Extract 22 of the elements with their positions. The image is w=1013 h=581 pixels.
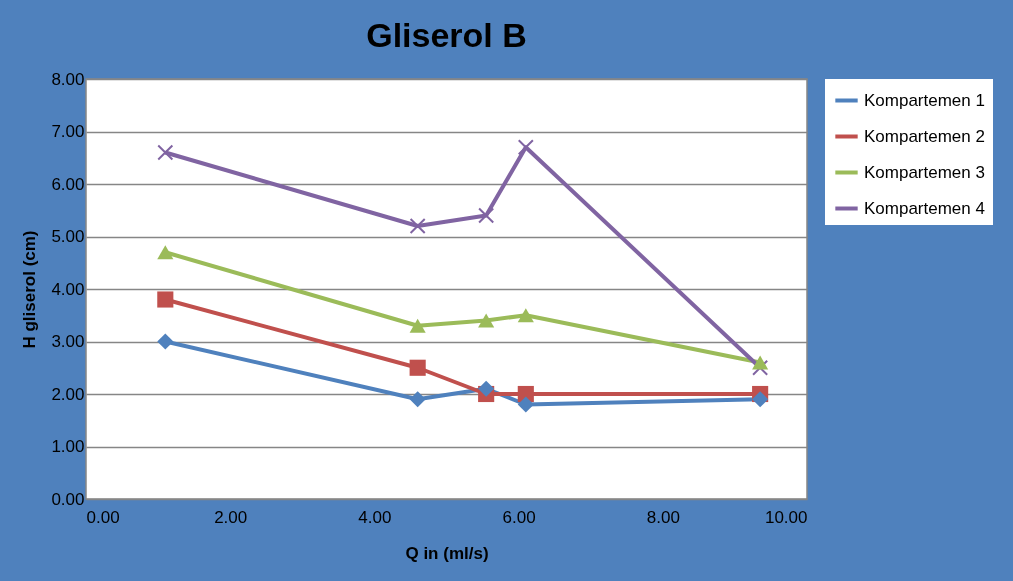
y-tick-label: 1.00: [51, 437, 85, 456]
x-tick-label: 6.00: [502, 507, 536, 527]
legend-label: Kompartemen 1: [864, 90, 985, 110]
chart-title: Gliserol B: [366, 16, 527, 54]
y-tick-label: 2.00: [51, 384, 85, 404]
legend-label: Kompartemen 3: [864, 162, 985, 182]
y-tick-label: 5.00: [51, 227, 85, 246]
legend-label: Kompartemen 2: [864, 126, 985, 146]
x-tick-label: 0.00: [86, 507, 120, 527]
x-axis-title: Q in (ml/s): [405, 543, 489, 563]
legend-label: Kompartemen 4: [864, 198, 985, 218]
y-tick-label: 4.00: [51, 279, 85, 299]
y-tick-label: 6.00: [51, 174, 85, 194]
y-tick-label: 8.00: [51, 69, 85, 89]
y-tick-label: 0.00: [51, 489, 85, 509]
x-tick-label: 10.00: [764, 507, 808, 527]
x-tick-label: 4.00: [358, 507, 392, 527]
x-tick-label: 8.00: [646, 507, 680, 527]
y-tick-label: 3.00: [51, 332, 85, 351]
y-axis-title: H gliserol (cm): [20, 230, 40, 349]
y-tick-label: 7.00: [51, 122, 85, 141]
x-tick-label: 2.00: [214, 507, 248, 527]
